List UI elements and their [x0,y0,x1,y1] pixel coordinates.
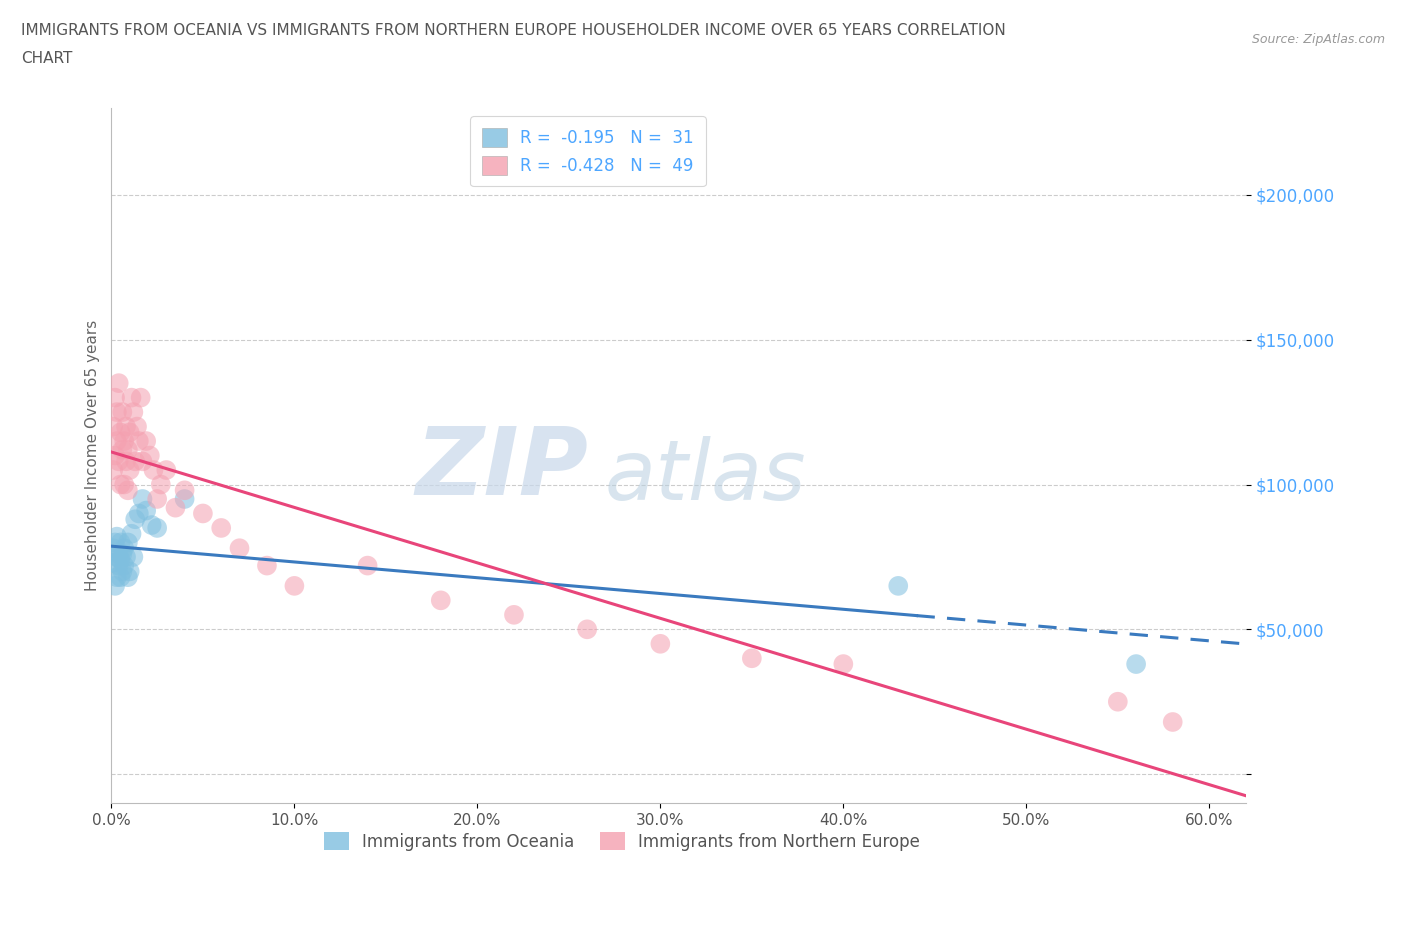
Point [128,506,150,521]
Point [103,555,125,570]
Point [105,529,128,544]
Point [228,540,250,555]
Point [107,376,129,391]
Point [115,454,138,469]
Point [117,483,139,498]
Point [1125,657,1147,671]
Point [128,433,150,448]
Point [105,550,128,565]
Point [118,564,141,578]
Point [110,535,132,550]
Point [149,477,172,492]
Point [121,526,143,541]
Point [191,506,214,521]
Point [121,391,143,405]
Point [104,448,127,463]
Point [117,443,139,458]
Point [832,657,855,671]
Point [356,558,378,573]
Point [111,564,134,578]
Point [129,391,152,405]
Point [576,622,599,637]
Point [115,419,138,434]
Point [104,391,127,405]
Point [112,558,135,573]
Point [122,405,145,419]
Text: ZIP: ZIP [415,423,588,515]
Point [110,477,132,492]
Point [110,570,132,585]
Point [104,578,127,593]
Point [142,462,165,477]
Point [122,550,145,565]
Point [135,433,157,448]
Point [107,547,129,562]
Point [650,636,672,651]
Text: Source: ZipAtlas.com: Source: ZipAtlas.com [1251,33,1385,46]
Point [155,462,177,477]
Text: CHART: CHART [21,51,73,66]
Point [111,547,134,562]
Point [112,477,135,492]
Point [117,535,139,550]
Point [111,443,134,458]
Point [139,448,162,463]
Point [117,570,139,585]
Point [146,521,169,536]
Point [111,405,134,419]
Point [1161,714,1184,729]
Point [110,552,132,567]
Legend: Immigrants from Oceania, Immigrants from Northern Europe: Immigrants from Oceania, Immigrants from… [318,826,927,857]
Point [124,454,146,469]
Text: IMMIGRANTS FROM OCEANIA VS IMMIGRANTS FROM NORTHERN EUROPE HOUSEHOLDER INCOME OV: IMMIGRANTS FROM OCEANIA VS IMMIGRANTS FR… [21,23,1005,38]
Point [146,492,169,507]
Point [103,462,125,477]
Point [503,607,526,622]
Point [430,593,453,608]
Point [135,503,157,518]
Point [741,651,763,666]
Point [110,425,132,440]
Point [131,454,153,469]
Point [141,518,163,533]
Point [256,558,278,573]
Point [107,558,129,573]
Point [118,462,141,477]
Point [105,570,128,585]
Point [103,540,125,555]
Y-axis label: Householder Income Over 65 years: Householder Income Over 65 years [86,320,100,591]
Text: atlas: atlas [605,436,807,517]
Point [1107,695,1129,710]
Point [125,419,148,434]
Point [107,454,129,469]
Point [173,483,195,498]
Point [118,425,141,440]
Point [112,540,135,555]
Point [283,578,305,593]
Point [165,500,187,515]
Point [173,492,195,507]
Point [887,578,910,593]
Point [131,492,153,507]
Point [209,521,232,536]
Point [124,512,146,526]
Point [112,433,135,448]
Point [105,405,128,419]
Point [104,535,127,550]
Point [105,433,128,448]
Point [115,550,138,565]
Point [103,419,125,434]
